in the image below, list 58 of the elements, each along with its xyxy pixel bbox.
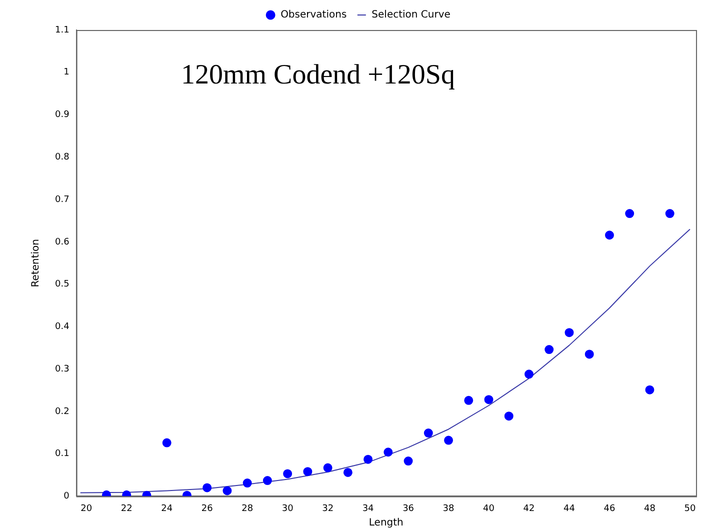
point — [323, 463, 332, 472]
point — [222, 486, 232, 496]
point — [242, 478, 252, 488]
point — [524, 370, 534, 379]
x-tick-label: 38 — [442, 504, 455, 514]
point — [604, 230, 614, 240]
x-tick-label: 48 — [644, 504, 656, 514]
y-tick-label: 0.5 — [54, 280, 70, 290]
point — [343, 468, 352, 477]
y-tick-label: 0.6 — [54, 237, 70, 248]
y-axis-title: Retention — [30, 238, 42, 288]
point — [564, 328, 574, 338]
y-tick-label: 0.9 — [54, 110, 70, 120]
x-tick-label: 46 — [604, 504, 616, 514]
point — [544, 345, 554, 354]
x-tick-label: 40 — [483, 504, 495, 514]
x-tick-label: 30 — [282, 504, 294, 514]
y-tick-label: 1.1 — [54, 25, 70, 36]
x-tick-label: 24 — [161, 504, 173, 514]
y-tick-label: 0.2 — [54, 406, 70, 417]
x-axis-title: Length — [368, 518, 404, 529]
point — [364, 454, 373, 464]
point — [484, 395, 494, 404]
x-tick-label: 36 — [402, 504, 414, 514]
y-tick-label: 0.1 — [54, 449, 70, 460]
point — [464, 396, 474, 405]
point — [384, 448, 393, 457]
y-tick-label: 0.4 — [54, 322, 70, 332]
legend-label: Observations — [280, 10, 347, 21]
point — [424, 428, 433, 438]
y-tick-label: 0.7 — [54, 194, 70, 205]
point — [645, 385, 654, 394]
point — [504, 412, 514, 421]
x-tick-label: 20 — [80, 504, 92, 514]
x-tick-label: 44 — [564, 504, 576, 514]
point — [665, 209, 674, 218]
point — [283, 469, 292, 478]
text: 120mm Codend +120Sq — [180, 59, 456, 90]
x-tick-label: 50 — [684, 504, 696, 514]
point — [303, 467, 312, 476]
point — [202, 483, 212, 492]
legend-label: Selection Curve — [372, 10, 450, 21]
x-tick-label: 22 — [120, 504, 132, 514]
y-tick-label: 0.8 — [54, 152, 70, 162]
y-tick-label: 1 — [64, 68, 70, 78]
point — [262, 476, 272, 486]
point — [584, 350, 594, 359]
x-tick-label: 42 — [523, 504, 535, 514]
point — [444, 436, 454, 445]
point — [404, 456, 413, 466]
x-tick-label: 32 — [322, 504, 334, 514]
x-tick-label: 34 — [362, 504, 374, 514]
point — [625, 209, 634, 218]
y-tick-label: 0.3 — [54, 364, 70, 374]
x-tick-label: 28 — [242, 504, 254, 514]
y-tick-label: 0 — [64, 492, 70, 502]
x-tick-label: 26 — [201, 504, 214, 514]
point — [162, 438, 172, 448]
